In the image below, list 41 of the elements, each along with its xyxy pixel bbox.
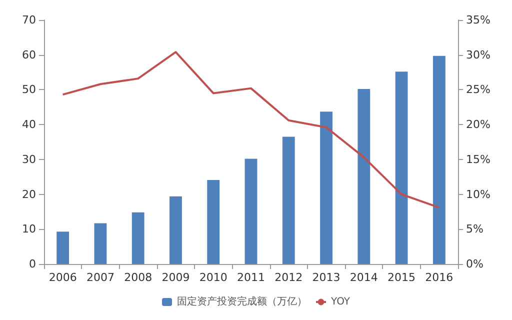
- bar: [94, 223, 107, 264]
- legend-label: 固定资产投资完成额（万亿）: [177, 296, 308, 308]
- x-tick-label: 2011: [237, 271, 265, 284]
- y2-tick-label: 30%: [466, 48, 490, 62]
- x-tick-label: 2012: [274, 271, 303, 284]
- bar: [132, 212, 144, 264]
- y2-tick-label: 25%: [466, 83, 490, 96]
- y2-tick-label: 20%: [466, 118, 490, 132]
- bar: [56, 232, 70, 264]
- x-tick-label: 2010: [199, 271, 228, 284]
- bar: [282, 136, 295, 264]
- x-tick-label: 2014: [350, 271, 378, 284]
- bar: [432, 56, 446, 264]
- line-series: [62, 51, 440, 209]
- bar: [395, 72, 408, 264]
- y2-tick-label: 5%: [466, 222, 484, 236]
- y-tick-label: 40: [22, 118, 36, 132]
- y-tick-label: 10: [22, 222, 36, 236]
- y-tick-label: 70: [22, 14, 36, 26]
- x-tick-label: 2009: [162, 271, 190, 284]
- x-tick-label: 2015: [388, 271, 416, 284]
- bar: [320, 112, 332, 264]
- y2-tick-label: 0%: [466, 258, 484, 270]
- y-tick-label: 60: [22, 48, 36, 62]
- y-tick-label: 0: [29, 258, 36, 270]
- x-tick-label: 2008: [124, 271, 152, 284]
- bar: [207, 180, 220, 264]
- legend-label: YOY: [330, 296, 351, 308]
- x-tick-label: 2006: [48, 271, 77, 284]
- bar: [170, 196, 182, 264]
- x-tick-label: 2013: [312, 271, 340, 284]
- y2-tick-label: 15%: [466, 152, 490, 166]
- y2-tick-label: 35%: [466, 14, 490, 26]
- bar: [358, 89, 370, 264]
- y-tick-label: 20: [22, 188, 36, 201]
- x-tick-label: 2016: [425, 271, 454, 284]
- x-tick-label: 2007: [86, 271, 114, 284]
- y2-tick-label: 10%: [466, 188, 490, 201]
- bar: [244, 158, 258, 264]
- y-tick-label: 50: [22, 83, 36, 96]
- y-tick-label: 30: [22, 152, 36, 166]
